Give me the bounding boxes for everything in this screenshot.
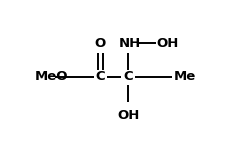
Text: OH: OH <box>156 37 179 49</box>
Text: C: C <box>124 70 133 83</box>
Text: O: O <box>95 37 106 49</box>
Text: NH: NH <box>119 37 141 49</box>
Text: C: C <box>96 70 105 83</box>
Text: MeO: MeO <box>35 70 69 83</box>
Text: Me: Me <box>174 70 196 83</box>
Text: OH: OH <box>117 109 140 122</box>
